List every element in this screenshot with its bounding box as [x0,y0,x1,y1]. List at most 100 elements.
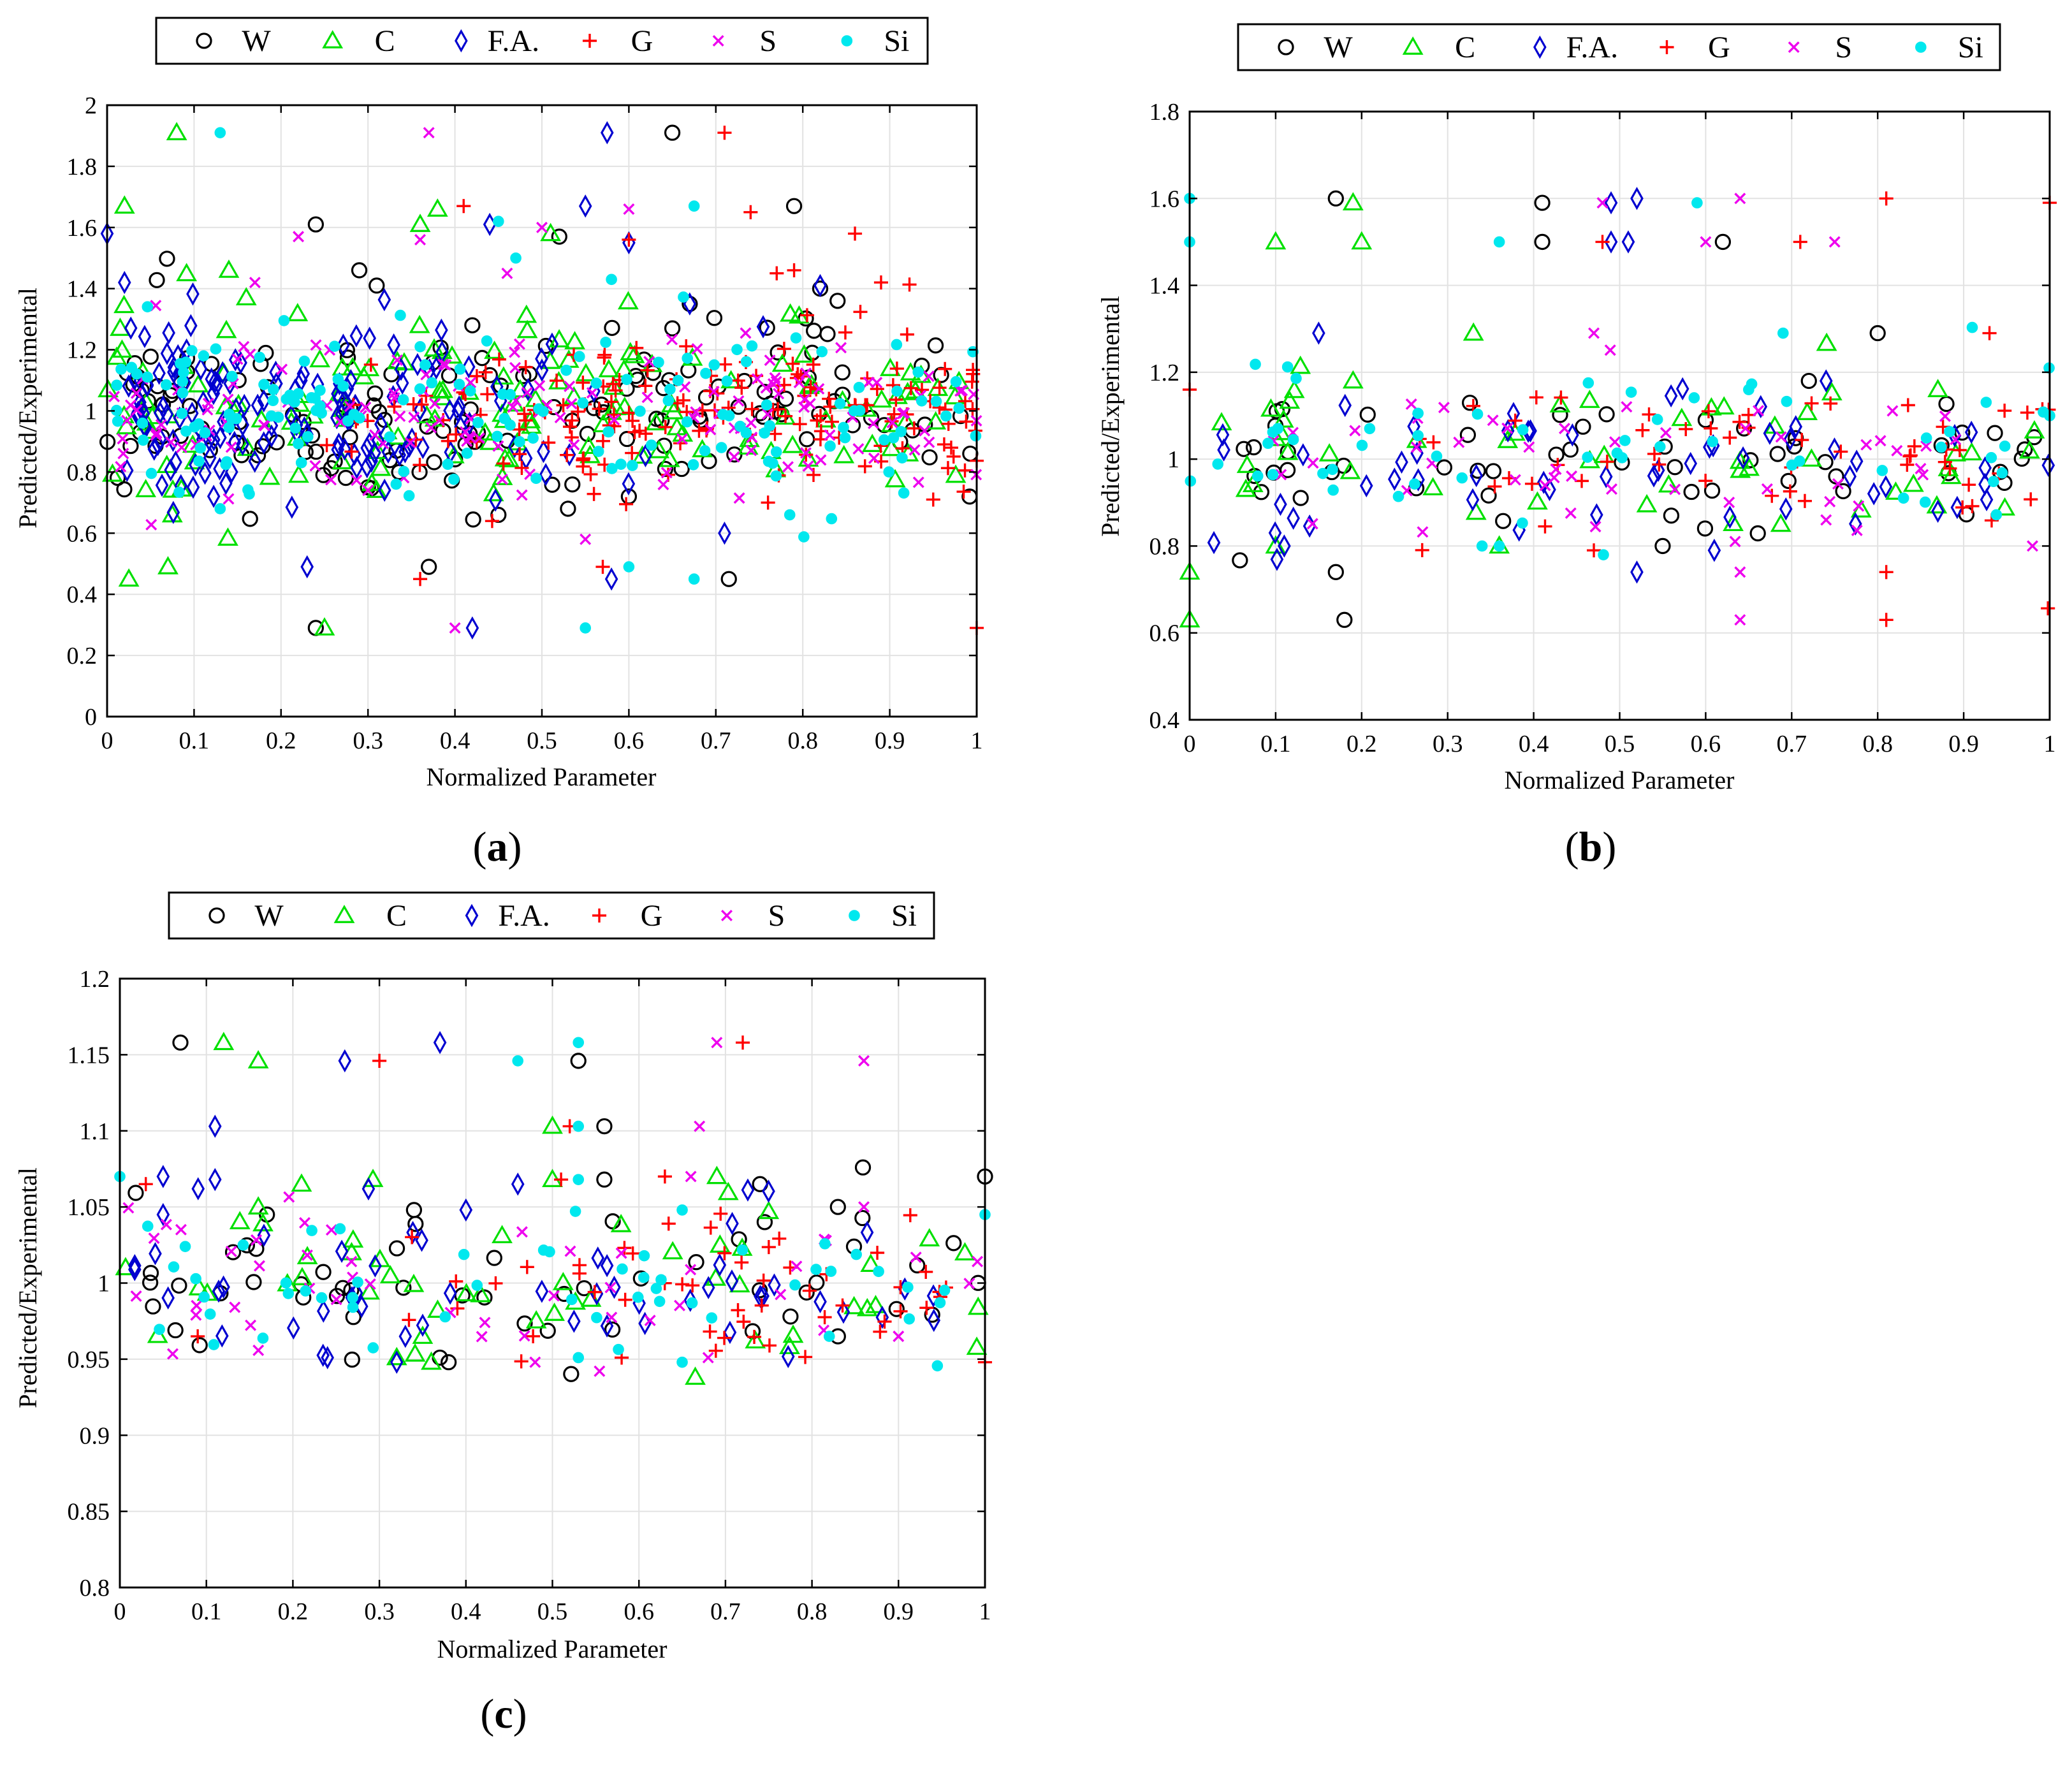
point-S [760,382,772,394]
point-Si [616,1263,628,1275]
point-Si [198,1291,210,1303]
point-Si [193,455,205,467]
legend-item-S: S [1788,31,1852,64]
point-G [1879,565,1893,580]
point-S [1589,521,1601,533]
point-S [249,277,261,289]
point-Si [1582,451,1593,463]
point-C [1283,379,1305,398]
point-F.A. [1501,419,1515,442]
point-F.A. [160,402,174,427]
point-C [247,1050,269,1069]
point-C [1260,398,1281,417]
point-Si [573,1120,585,1132]
point-F.A. [124,316,138,340]
point-W [782,1308,799,1325]
point-Si [873,1266,884,1278]
x-tick-label: 0.4 [1519,731,1549,757]
point-F.A. [781,1345,795,1368]
point-F.A. [604,567,618,591]
point-G [907,421,921,435]
panel-label-letter-b: b [1579,824,1603,870]
point-G [1795,433,1809,448]
y-tick-label: 1 [98,1271,110,1297]
point-F.A. [316,1343,330,1367]
point-Si [510,252,522,264]
point-Si [566,1294,578,1306]
point-Si [938,1284,951,1296]
point-Si [789,1279,801,1291]
point-S [702,1352,714,1364]
point-F.A. [462,355,476,379]
point-G [412,572,428,587]
point-Si [706,1312,718,1324]
point-G [576,453,590,467]
point-Si [819,1238,831,1250]
x-tick-label: 0.9 [875,727,905,754]
point-S [191,1299,203,1311]
point-F.A. [248,449,261,473]
point-F.A. [1978,456,1992,480]
point-F.A. [762,1179,775,1203]
point-G [1834,444,1848,459]
point-Si [1625,386,1637,398]
legend-label-F.A.: F.A. [488,24,540,58]
point-S [160,1218,172,1230]
point-Si [672,374,684,386]
point-Si [1456,472,1468,484]
point-S [518,1330,530,1342]
point-G [514,460,529,475]
point-G [676,393,690,407]
point-W [648,411,665,427]
point-Si [537,405,549,417]
x-tick-label: 0 [114,1598,126,1625]
point-C [1463,322,1484,341]
point-F.A. [393,443,407,467]
point-F.A. [1274,492,1287,516]
point-G [405,1230,420,1244]
point-C [1279,390,1301,409]
y-tick-label: 1.6 [67,215,98,242]
y-tick-label: 1.4 [1149,273,1180,300]
point-S [676,433,689,445]
point-C [632,445,653,464]
point-Si [314,384,326,396]
point-C [1885,481,1906,500]
point-Si [688,573,700,585]
legend-marker-C [322,30,344,48]
point-G [554,1172,569,1187]
point-Si [1364,423,1376,435]
point-F.A. [1630,560,1644,584]
point-C [1351,231,1373,250]
point-W [1548,446,1565,463]
point-Si [1412,407,1424,420]
point-C [404,1343,426,1362]
point-Si [1392,490,1404,502]
point-G [713,1206,728,1221]
point-F.A. [1278,534,1291,558]
point-G [1732,414,1747,429]
point-G [627,425,642,439]
panel-b: W C F.A. G S Si 0 0.1 0.2 0.3 0.4 0.5 0.6 0.7 0.8 0.9 1… [1096,23,2057,870]
point-C [412,1325,434,1344]
point-G [363,357,378,372]
point-G [734,1255,749,1270]
x-tick-label: 0.1 [179,727,210,754]
point-Si [970,430,982,442]
point-F.A. [300,423,314,446]
point-W [342,429,358,446]
point-F.A. [591,1246,605,1270]
legend-a [155,17,929,65]
point-G [608,383,623,398]
y-tick-label: 0.8 [80,1575,110,1602]
point-F.A. [208,1114,222,1138]
point-S [1761,483,1773,495]
x-tick-label: 0.1 [1260,731,1291,757]
point-S [229,1301,241,1313]
point-G [387,399,402,414]
point-G [956,485,971,499]
point-F.A. [413,398,427,422]
point-F.A. [1207,530,1221,555]
point-C [610,1214,632,1232]
point-S [388,388,400,400]
